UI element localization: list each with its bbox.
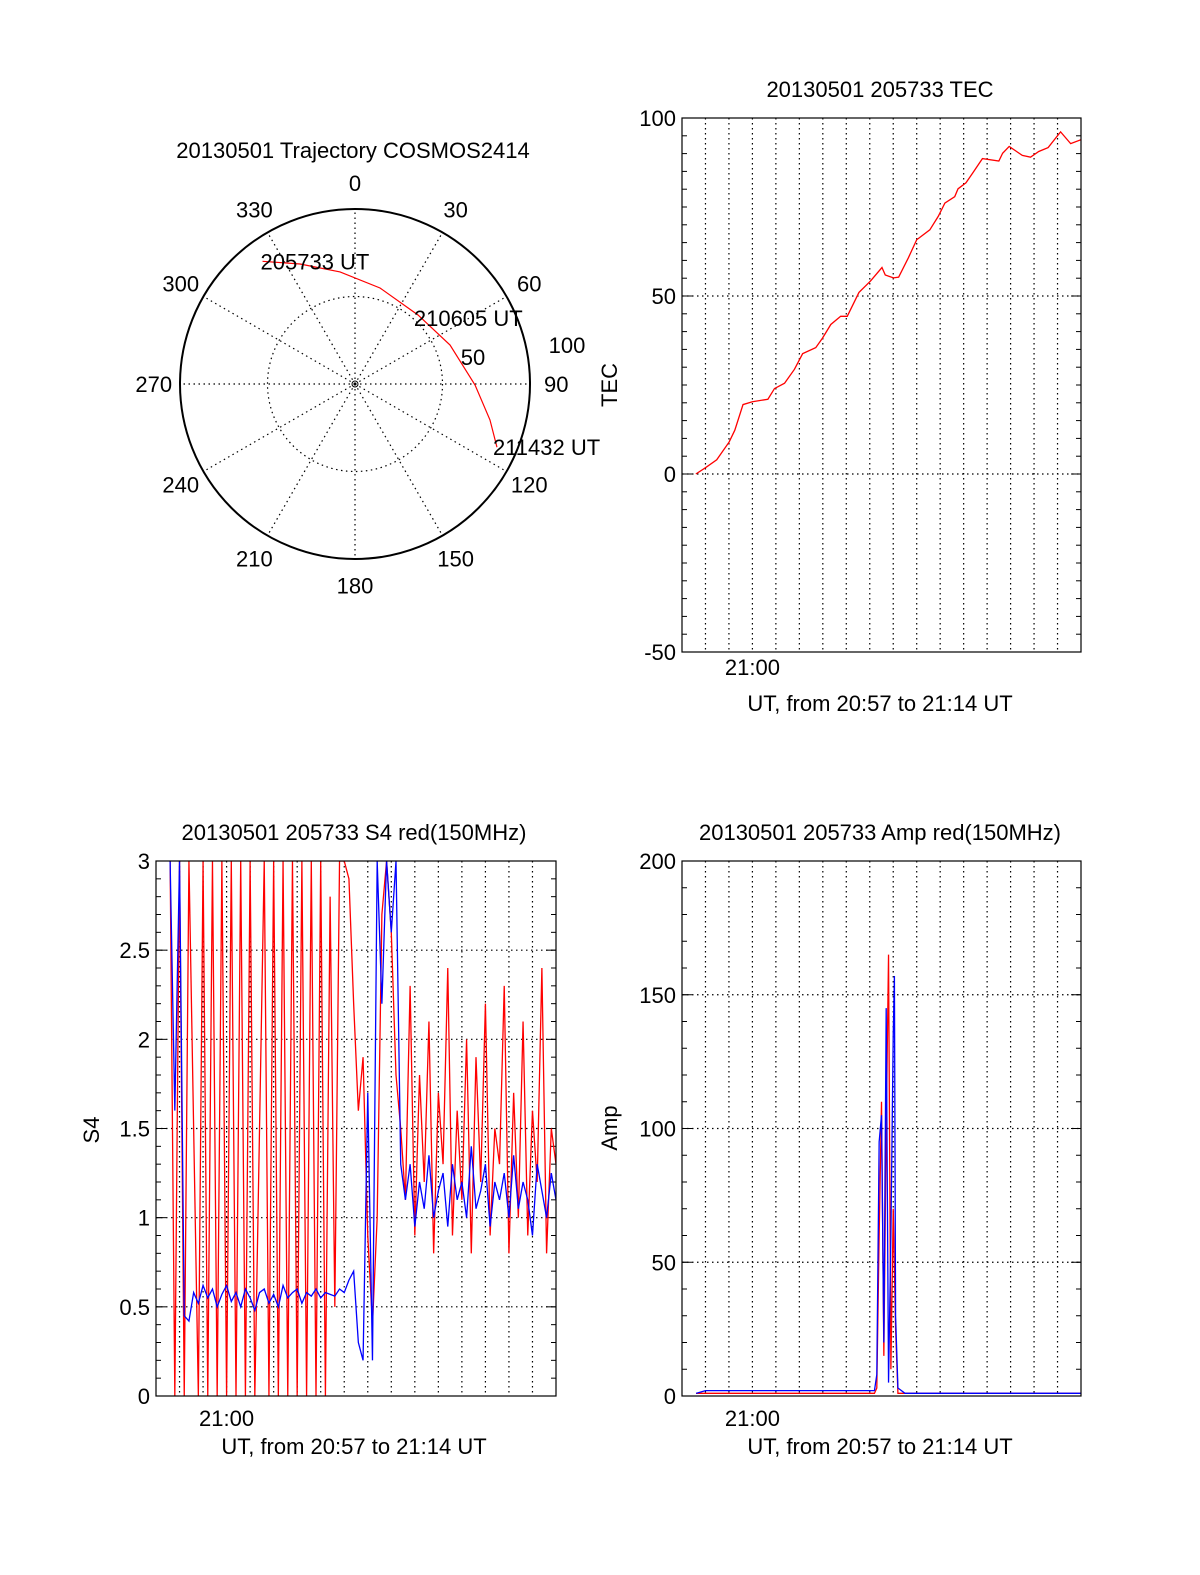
y-tick-label: 1.5 bbox=[119, 1117, 150, 1142]
y-tick-label: 50 bbox=[652, 284, 676, 309]
angle-tick-label: 330 bbox=[236, 198, 273, 223]
trajectory-polar-plot bbox=[179, 208, 531, 560]
x-tick-label: 21:00 bbox=[725, 655, 780, 680]
y-tick-label: 2.5 bbox=[119, 938, 150, 963]
angle-tick-label: 150 bbox=[437, 546, 474, 571]
radial-gridline bbox=[354, 383, 444, 536]
plot-frame bbox=[155, 860, 557, 1397]
angle-tick-label: 300 bbox=[162, 271, 199, 296]
y-tick-label: 0 bbox=[664, 462, 676, 487]
y-tick-label: 50 bbox=[652, 1250, 676, 1275]
tec-x-axis-label: UT, from 20:57 to 21:14 UT bbox=[747, 691, 1012, 716]
s4-series-blue bbox=[169, 861, 556, 1361]
x-tick-label: 21:00 bbox=[725, 1406, 780, 1431]
x-tick-label: 21:00 bbox=[199, 1406, 254, 1431]
angle-tick-label: 240 bbox=[162, 473, 199, 498]
s4-x-axis-label: UT, from 20:57 to 21:14 UT bbox=[221, 1434, 486, 1459]
radius-tick-label: 100 bbox=[549, 333, 586, 358]
y-tick-label: 0 bbox=[664, 1384, 676, 1409]
radial-gridline bbox=[354, 295, 507, 385]
amp-plot bbox=[681, 860, 1082, 1397]
radius-gridcircle bbox=[266, 295, 444, 473]
angle-tick-label: 30 bbox=[443, 198, 467, 223]
s4-title: 20130501 205733 S4 red(150MHz) bbox=[182, 820, 527, 845]
trajectory-title: 20130501 Trajectory COSMOS2414 bbox=[176, 138, 529, 163]
y-tick-label: 0.5 bbox=[119, 1295, 150, 1320]
tec-series-TEC bbox=[695, 130, 1081, 475]
amp-x-axis-label: UT, from 20:57 to 21:14 UT bbox=[747, 1434, 1012, 1459]
polar-center-mark bbox=[351, 380, 359, 388]
radial-gridline bbox=[203, 383, 356, 473]
time-annotation: 205733 UT bbox=[261, 249, 370, 274]
angle-tick-label: 90 bbox=[544, 372, 568, 397]
s4-plot bbox=[155, 860, 557, 1397]
y-tick-label: 200 bbox=[639, 849, 676, 874]
amp-y-axis-label: Amp bbox=[597, 1105, 622, 1150]
plot-frame bbox=[681, 117, 1082, 653]
amp-series-blue bbox=[695, 976, 1081, 1394]
amp-title: 20130501 205733 Amp red(150MHz) bbox=[699, 820, 1061, 845]
y-tick-label: 100 bbox=[639, 106, 676, 131]
radial-gridline bbox=[266, 383, 356, 536]
angle-tick-label: 120 bbox=[511, 473, 548, 498]
angle-tick-label: 60 bbox=[517, 271, 541, 296]
y-tick-label: -50 bbox=[644, 640, 676, 665]
radial-gridline bbox=[203, 295, 356, 385]
s4-y-axis-label: S4 bbox=[79, 1117, 104, 1144]
y-tick-label: 3 bbox=[138, 849, 150, 874]
tec-title: 20130501 205733 TEC bbox=[766, 77, 993, 102]
radial-gridline bbox=[354, 383, 507, 473]
radial-gridline bbox=[266, 232, 356, 385]
y-tick-label: 150 bbox=[639, 983, 676, 1008]
angle-tick-label: 0 bbox=[349, 171, 361, 196]
time-annotation: 210605 UT bbox=[414, 306, 523, 331]
y-tick-label: 2 bbox=[138, 1027, 150, 1052]
angle-tick-label: 210 bbox=[236, 546, 273, 571]
time-annotation: 211432 UT bbox=[493, 435, 600, 460]
angle-tick-label: 180 bbox=[337, 573, 374, 598]
y-tick-label: 100 bbox=[639, 1117, 676, 1142]
angle-tick-label: 270 bbox=[135, 372, 172, 397]
y-tick-label: 0 bbox=[138, 1384, 150, 1409]
radial-gridline bbox=[354, 232, 444, 385]
y-tick-label: 1 bbox=[138, 1206, 150, 1231]
radius-tick-label: 50 bbox=[461, 345, 485, 370]
trajectory-line bbox=[262, 260, 498, 448]
s4-series-red bbox=[169, 861, 556, 1396]
plot-frame bbox=[681, 860, 1082, 1397]
polar-outer-circle bbox=[179, 208, 531, 560]
tec-plot bbox=[681, 117, 1082, 653]
tec-y-axis-label: TEC bbox=[597, 363, 622, 407]
